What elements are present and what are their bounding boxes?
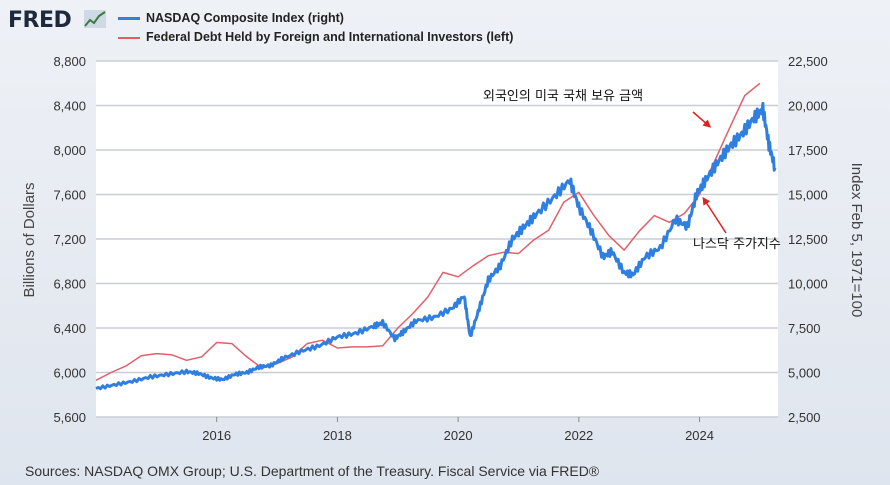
x-tick-label: 2024 xyxy=(685,428,714,443)
x-tick-label: 2020 xyxy=(444,428,473,443)
left-tick-label: 7,200 xyxy=(53,232,86,247)
right-tick-label: 12,500 xyxy=(788,232,828,247)
right-tick-label: 7,500 xyxy=(788,321,821,336)
annotation-arrow xyxy=(702,196,727,234)
legend-label-federal-debt: Federal Debt Held by Foreign and Interna… xyxy=(146,30,514,44)
legend-swatch-nasdaq xyxy=(118,17,140,21)
left-axis-label: Billions of Dollars xyxy=(21,182,38,297)
left-tick-label: 6,800 xyxy=(53,277,86,292)
annotation-label: 나스닥 주가지수 xyxy=(693,237,781,252)
left-tick-label: 8,000 xyxy=(53,143,86,158)
x-tick-label: 2022 xyxy=(564,428,593,443)
x-tick-label: 2016 xyxy=(202,428,231,443)
annotation-label: 외국인의 미국 국채 보유 금액 xyxy=(483,89,643,104)
series-line-federal-debt xyxy=(95,82,761,381)
right-tick-label: 10,000 xyxy=(788,277,828,292)
right-tick-label: 15,000 xyxy=(788,188,828,203)
chart-header: FRED NASDAQ Composite Index (right) Fede… xyxy=(6,6,886,46)
right-axis-label: Index Feb 5, 1971=100 xyxy=(848,163,865,318)
annotation-arrow xyxy=(692,111,712,128)
right-tick-label: 20,000 xyxy=(788,99,828,114)
left-tick-label: 5,600 xyxy=(53,410,86,425)
right-tick-label: 2,500 xyxy=(788,410,821,425)
chart: 5,600 6,000 6,400 6,800 7,200 7,600 8,000 8,400… xyxy=(21,54,865,443)
x-axis: 2016 2018 2020 2022 2024 xyxy=(202,417,714,443)
left-tick-label: 6,400 xyxy=(53,321,86,336)
left-tick-label: 6,000 xyxy=(53,366,86,381)
series-line-nasdaq xyxy=(95,101,777,391)
left-tick-label: 7,600 xyxy=(53,188,86,203)
legend-swatch-federal-debt xyxy=(118,36,140,39)
left-tick-label: 8,400 xyxy=(53,99,86,114)
right-tick-label: 22,500 xyxy=(788,54,828,69)
right-axis: 2,500 5,000 7,500 10,000 12,500 15,000 17,500 2… xyxy=(788,54,828,425)
legend-label-nasdaq: NASDAQ Composite Index (right) xyxy=(146,11,344,25)
left-axis: 5,600 6,000 6,400 6,800 7,200 7,600 8,000 8,400… xyxy=(53,54,86,425)
legend-item-nasdaq: NASDAQ Composite Index (right) xyxy=(118,11,344,25)
legend-item-federal-debt: Federal Debt Held by Foreign and Interna… xyxy=(118,30,513,44)
chart-logo-icon xyxy=(84,10,106,28)
right-tick-label: 5,000 xyxy=(788,366,821,381)
x-tick-label: 2018 xyxy=(323,428,352,443)
left-tick-label: 8,800 xyxy=(53,54,86,69)
source-note: Sources: NASDAQ OMX Group; U.S. Departme… xyxy=(25,463,600,479)
fred-logo[interactable]: FRED xyxy=(8,8,72,33)
series-layer xyxy=(95,82,777,391)
right-tick-label: 17,500 xyxy=(788,143,828,158)
